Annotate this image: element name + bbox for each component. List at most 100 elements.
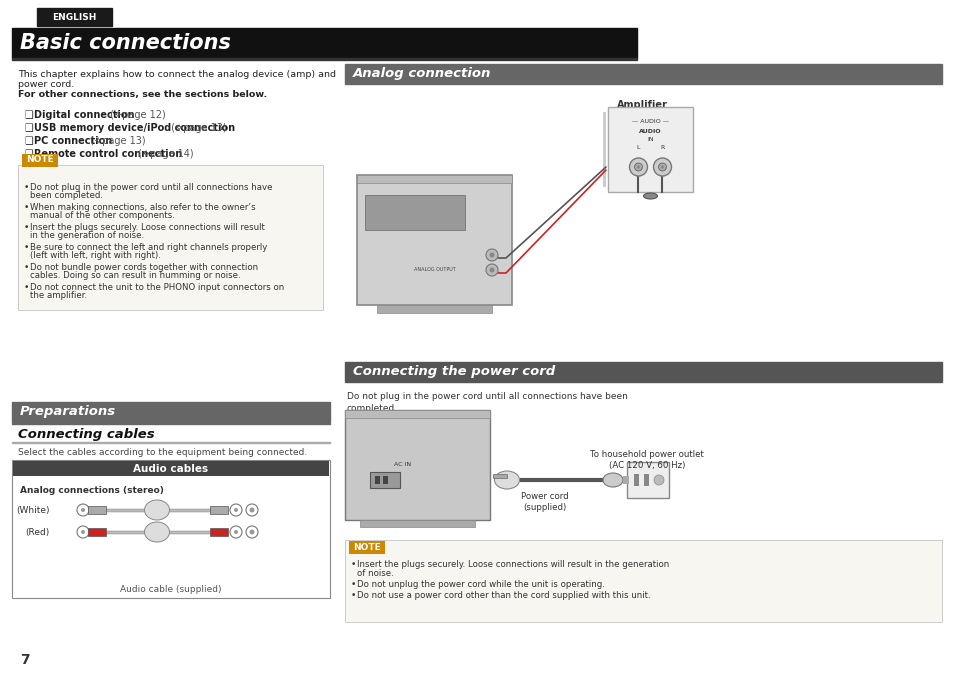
Text: ❑: ❑ [24,123,32,133]
Bar [37,8,112,26]
Text: been completed.: been completed. [30,192,103,200]
Text: Audio cables: Audio cables [133,464,209,474]
Bar [370,472,399,488]
Bar [643,474,648,486]
Circle shape [250,508,254,512]
Text: (✧page 14): (✧page 14) [135,149,193,159]
Text: IN: IN [646,137,653,142]
Text: (left with left, right with right).: (left with left, right with right). [30,252,161,261]
Bar [12,402,330,422]
Bar [359,520,475,527]
Text: For other connections, see the sections below.: For other connections, see the sections … [18,90,267,99]
Circle shape [77,504,89,516]
Text: •: • [351,560,356,569]
Bar [382,476,388,484]
Text: •: • [24,223,30,232]
Ellipse shape [494,471,519,489]
Bar [622,476,628,484]
Circle shape [233,530,237,534]
Text: (White): (White) [16,506,50,514]
Text: Connecting cables: Connecting cables [18,428,154,441]
Circle shape [489,252,494,257]
Text: Analog connection: Analog connection [353,68,491,80]
Bar [349,541,385,554]
Text: Amplifier: Amplifier [617,100,667,110]
Text: Analog connections (stereo): Analog connections (stereo) [20,486,164,495]
Circle shape [250,529,254,535]
Text: •: • [351,591,356,601]
Bar [345,64,941,84]
Text: cables. Doing so can result in humming or noise.: cables. Doing so can result in humming o… [30,271,240,281]
Text: Basic connections: Basic connections [20,33,231,53]
Text: Do not unplug the power cord while the unit is operating.: Do not unplug the power cord while the u… [356,580,604,589]
Text: L: L [636,145,639,150]
Text: ANALOG OUTPUT: ANALOG OUTPUT [414,267,455,273]
Circle shape [485,249,497,261]
Text: ENGLISH: ENGLISH [51,13,96,22]
Circle shape [246,526,257,538]
Bar [18,165,323,310]
Text: Power cord
(supplied): Power cord (supplied) [520,492,568,512]
Bar [22,154,58,167]
Text: Do not bundle power cords together with connection: Do not bundle power cords together with … [30,263,258,272]
Bar [12,28,637,58]
Text: Audio cable (supplied): Audio cable (supplied) [120,585,221,595]
Text: (✧page 13): (✧page 13) [168,123,226,133]
Bar [210,528,228,536]
Text: R: R [659,145,664,150]
Text: ❑: ❑ [24,136,32,146]
Bar [345,410,490,520]
Text: (✧page 13): (✧page 13) [87,136,145,146]
Circle shape [81,530,85,534]
Circle shape [246,504,257,516]
Circle shape [634,163,641,171]
Text: When making connections, also refer to the owner’s: When making connections, also refer to t… [30,203,255,212]
Text: NOTE: NOTE [353,543,380,551]
Text: manual of the other components.: manual of the other components. [30,211,174,221]
Bar [356,175,512,305]
Circle shape [233,508,237,512]
Text: •: • [24,243,30,252]
Ellipse shape [643,193,657,199]
Bar [493,474,506,478]
Text: This chapter explains how to connect the analog device (amp) and: This chapter explains how to connect the… [18,70,335,79]
Circle shape [654,475,663,485]
Bar [12,58,637,60]
Text: power cord.: power cord. [18,80,74,89]
Ellipse shape [144,500,170,520]
Bar [607,107,692,192]
Bar [375,476,379,484]
Circle shape [629,158,647,176]
Bar [12,442,330,443]
Text: AC IN: AC IN [394,462,411,468]
Text: of noise.: of noise. [356,568,394,578]
Bar [88,506,106,514]
Text: 7: 7 [20,653,30,667]
Ellipse shape [602,473,622,487]
Text: Do not plug in the power cord until all connections have been
completed.: Do not plug in the power cord until all … [347,392,627,413]
Bar [106,508,211,512]
Text: Preparations: Preparations [20,406,116,418]
Text: PC connection: PC connection [34,136,112,146]
Circle shape [81,508,85,512]
Text: Connecting the power cord: Connecting the power cord [353,365,555,379]
Text: •: • [351,580,356,589]
Bar [376,305,492,313]
Circle shape [489,267,494,273]
Text: USB memory device/iPod connection: USB memory device/iPod connection [34,123,234,133]
Circle shape [77,526,89,538]
Ellipse shape [144,522,170,542]
Text: the amplifier.: the amplifier. [30,292,87,300]
Text: Select the cables according to the equipment being connected.: Select the cables according to the equip… [18,448,307,457]
Text: — AUDIO —: — AUDIO — [631,119,668,124]
Circle shape [230,526,242,538]
Circle shape [653,158,671,176]
Text: Do not use a power cord other than the cord supplied with this unit.: Do not use a power cord other than the c… [356,591,650,601]
Text: Insert the plugs securely. Loose connections will result: Insert the plugs securely. Loose connect… [30,223,265,232]
Circle shape [637,165,639,169]
Circle shape [660,165,663,169]
Text: (Red): (Red) [26,527,50,537]
Text: Be sure to connect the left and right channels properly: Be sure to connect the left and right ch… [30,243,267,252]
Bar [210,506,228,514]
Bar [356,175,512,183]
